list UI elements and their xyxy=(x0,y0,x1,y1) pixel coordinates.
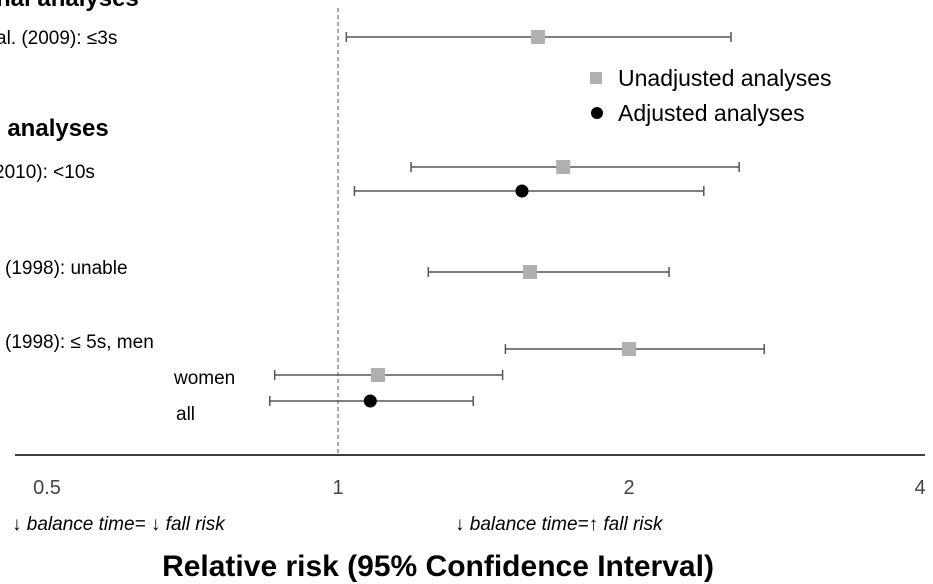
point-unadjusted xyxy=(622,342,636,356)
x-axis-title: Relative risk (95% Confidence Interval) xyxy=(162,550,714,583)
legend-unadjusted-label: Unadjusted analyses xyxy=(618,65,832,91)
point-unadjusted xyxy=(530,30,545,44)
point-unadjusted xyxy=(371,368,386,382)
section-heading: nal analyses xyxy=(0,0,139,12)
row-label: all xyxy=(176,404,195,425)
row-label: 2010): <10s xyxy=(0,162,95,183)
direction-label-left: ↓ balance time= ↓ fall risk xyxy=(12,514,226,535)
estimate-unadjusted xyxy=(427,265,670,279)
estimate-unadjusted xyxy=(504,342,765,356)
estimate-adjusted xyxy=(269,394,474,408)
point-unadjusted xyxy=(523,265,538,279)
point-adjusted xyxy=(363,394,377,408)
point-unadjusted xyxy=(556,160,571,174)
legend-adjusted-label: Adjusted analyses xyxy=(618,100,805,126)
direction-label-right: ↓ balance time=↑ fall risk xyxy=(455,514,664,535)
legend-adjusted-marker xyxy=(591,107,603,119)
estimate-unadjusted xyxy=(273,368,504,382)
x-tick-label: 0.5 xyxy=(33,477,61,499)
row-label: (1998): unable xyxy=(5,258,128,279)
legend-unadjusted-marker xyxy=(590,72,602,84)
estimate-unadjusted xyxy=(345,30,732,44)
row-label: al. (2009): ≤3s xyxy=(0,28,117,49)
estimates xyxy=(269,30,765,408)
x-tick-label: 1 xyxy=(332,477,343,499)
row-label: (1998): ≤ 5s, men xyxy=(5,332,154,353)
estimate-adjusted xyxy=(353,184,705,198)
x-axis-ticks: 0.5 1 2 4 xyxy=(33,477,925,499)
estimate-unadjusted xyxy=(410,160,740,174)
point-adjusted xyxy=(515,184,529,198)
section-heading: l analyses xyxy=(0,115,109,142)
x-tick-label: 2 xyxy=(623,477,634,499)
x-tick-label: 4 xyxy=(914,477,925,499)
row-label: women xyxy=(173,368,235,389)
